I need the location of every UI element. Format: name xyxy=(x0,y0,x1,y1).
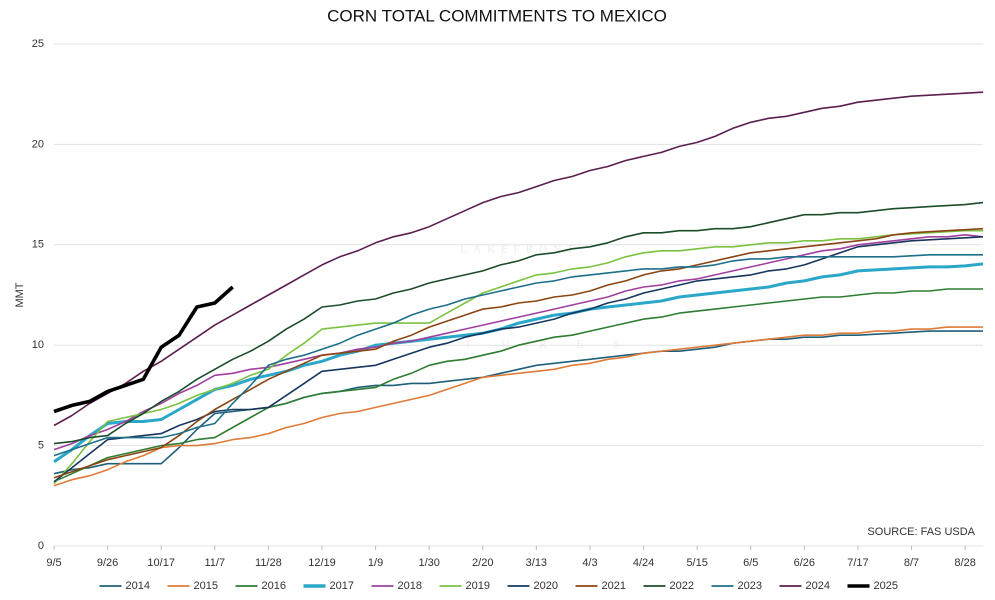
series-line xyxy=(53,288,983,483)
x-tick-label: 8/7 xyxy=(904,557,919,569)
x-tick-label: 4/24 xyxy=(633,557,654,569)
legend-label: 2025 xyxy=(874,580,898,592)
series-line xyxy=(53,229,983,485)
source-note: SOURCE: FAS USDA xyxy=(867,526,975,538)
y-tick-label: 20 xyxy=(32,138,44,150)
series-line xyxy=(53,262,984,463)
series-line xyxy=(53,227,984,479)
x-tick-label: 12/19 xyxy=(308,557,336,569)
legend-label: 2016 xyxy=(262,580,286,592)
series-line xyxy=(53,330,983,475)
legend-label: 2018 xyxy=(398,580,422,592)
legend-label: 2020 xyxy=(534,580,558,592)
legend-label: 2017 xyxy=(330,580,354,592)
x-tick-label: 9/5 xyxy=(46,557,61,569)
x-tick-label: 1/9 xyxy=(368,557,383,569)
legend-label: 2014 xyxy=(126,580,150,592)
x-tick-label: 5/15 xyxy=(686,557,707,569)
x-tick-label: 8/28 xyxy=(954,557,975,569)
legend-label: 2024 xyxy=(806,580,830,592)
watermark: LAKEFRONT xyxy=(460,244,579,256)
y-tick-label: 10 xyxy=(32,339,44,351)
y-tick-label: 0 xyxy=(38,540,44,552)
series-line xyxy=(53,201,984,445)
legend-label: 2022 xyxy=(670,580,694,592)
series-line xyxy=(53,91,984,427)
series-line xyxy=(53,285,234,414)
watermark: FUTURES xyxy=(391,339,650,351)
x-tick-label: 7/17 xyxy=(847,557,868,569)
x-tick-label: 4/3 xyxy=(582,557,597,569)
legend-label: 2015 xyxy=(194,580,218,592)
x-tick-label: 11/28 xyxy=(255,557,282,569)
series-line xyxy=(53,234,984,451)
x-tick-label: 10/17 xyxy=(147,557,175,569)
y-tick-label: 5 xyxy=(38,440,44,452)
legend-label: 2023 xyxy=(738,580,762,592)
y-tick-label: 25 xyxy=(32,38,44,50)
x-tick-label: 2/20 xyxy=(472,557,493,569)
x-tick-label: 1/30 xyxy=(418,557,439,569)
legend-label: 2021 xyxy=(602,580,626,592)
x-tick-label: 6/26 xyxy=(794,557,815,569)
x-tick-label: 9/26 xyxy=(97,557,118,569)
legend-label: 2019 xyxy=(466,580,490,592)
series-line xyxy=(53,254,983,457)
y-tick-label: 15 xyxy=(32,239,44,251)
y-axis-label: MMT xyxy=(14,282,26,307)
series-line xyxy=(53,326,983,487)
chart-title: CORN TOTAL COMMITMENTS TO MEXICO xyxy=(327,6,667,25)
x-tick-label: 11/7 xyxy=(204,557,225,569)
x-tick-label: 6/5 xyxy=(743,557,758,569)
x-tick-label: 3/13 xyxy=(526,557,547,569)
